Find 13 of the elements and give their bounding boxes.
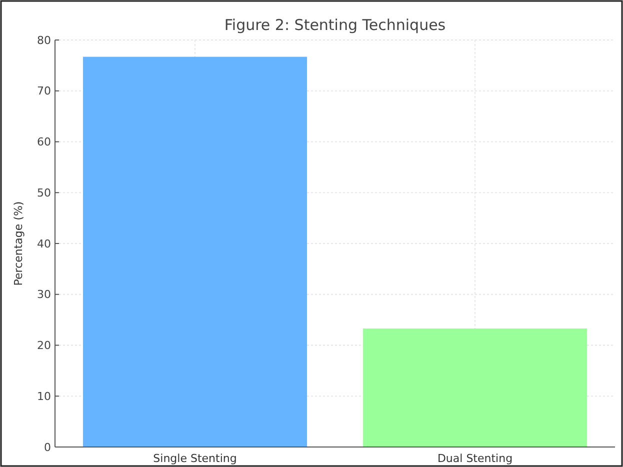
chart-title: Figure 2: Stenting Techniques <box>224 16 446 34</box>
y-tick-label: 50 <box>37 186 51 200</box>
y-tick-label: 70 <box>37 84 51 98</box>
y-tick-label: 10 <box>37 390 51 403</box>
y-tick-label: 0 <box>44 440 51 454</box>
y-tick-label: 80 <box>37 34 51 47</box>
y-tick-label: 60 <box>37 136 51 149</box>
x-tick-label: Dual Stenting <box>437 452 513 465</box>
y-tick-label: 20 <box>37 339 51 352</box>
y-tick-label: 30 <box>37 288 51 302</box>
y-axis-title: Percentage (%) <box>12 201 25 286</box>
y-tick-label: 40 <box>37 237 51 250</box>
x-tick-label: Single Stenting <box>153 452 237 465</box>
